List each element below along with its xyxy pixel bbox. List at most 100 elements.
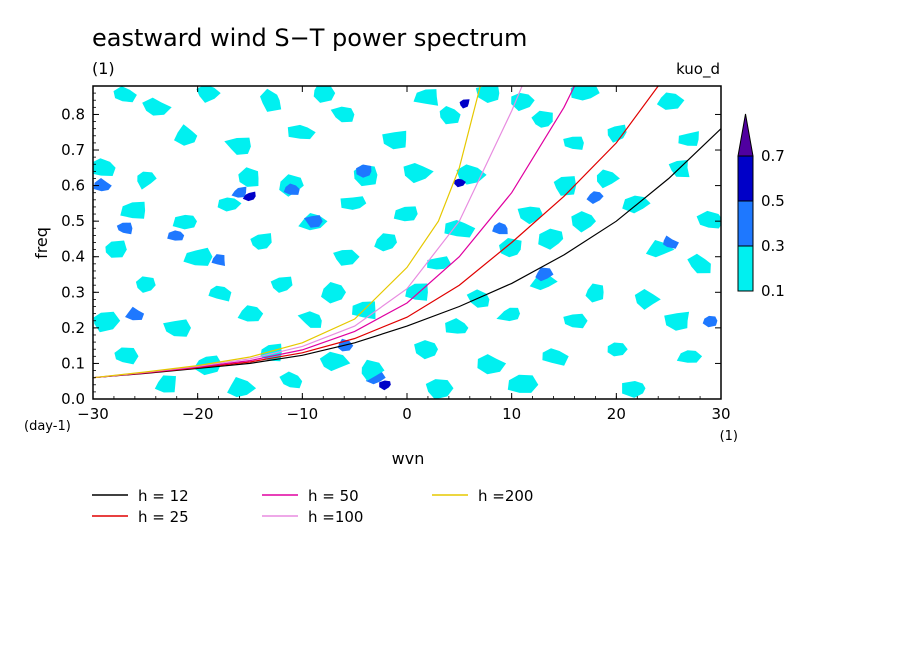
x-tick-label: 30 [711, 405, 730, 423]
y-tick-label: 0.8 [61, 105, 85, 123]
contour-blob [172, 214, 197, 230]
contour-blob [217, 197, 242, 212]
legend: h = 12 h = 25 h = 50 h =100 h =200 [92, 487, 533, 526]
contour-blob [154, 375, 176, 393]
legend-label: h = 12 [138, 487, 189, 505]
contour-blob [622, 381, 646, 398]
colorbar-label: 0.5 [761, 192, 785, 210]
x-tick-label: −20 [182, 405, 214, 423]
contour-blob [607, 124, 627, 143]
contour-blob [174, 124, 198, 146]
contour-blob [676, 350, 703, 363]
contour-blob [405, 283, 428, 301]
y-axis: 0.0 0.1 0.2 0.3 0.4 0.5 0.6 0.7 0.8 [61, 92, 721, 408]
contour-blob [260, 88, 282, 112]
contour-blob [596, 169, 620, 189]
colorbar-extend-arrow [737, 113, 754, 157]
contour-blob [283, 183, 300, 195]
x-tick-label: −30 [77, 405, 109, 423]
contour-blob [477, 354, 507, 375]
contour-blob [279, 371, 303, 389]
contour-blob [321, 282, 346, 304]
contour-blob [135, 276, 156, 293]
colorbar-label: 0.3 [761, 237, 785, 255]
x-axis: −30 −20 −10 0 10 20 30 [77, 86, 731, 423]
contour-blob [414, 340, 438, 360]
contour-blob [113, 86, 137, 103]
contour-blob [459, 99, 470, 109]
contour-blob [105, 240, 127, 258]
contour-blob [413, 89, 439, 106]
colorbar-segment [737, 155, 754, 202]
y-tick-label: 0.4 [61, 248, 85, 266]
contour-blob [531, 110, 553, 128]
contour-blob [702, 315, 718, 328]
legend-label: h = 25 [138, 508, 189, 526]
contour-blob [538, 228, 564, 250]
y-tick-label: 0.5 [61, 212, 85, 230]
contour-blob [333, 249, 360, 266]
series-line-1 [93, 128, 721, 379]
dispersion-curve-layer [93, 86, 721, 379]
y-tick-label: 0.3 [61, 283, 85, 301]
contour-blob [645, 240, 675, 258]
contour-blob [696, 210, 721, 229]
x-axis-unit: (1) [720, 429, 738, 444]
contour-blob [496, 307, 520, 322]
contour-blob [454, 178, 466, 188]
x-tick-label: −10 [287, 405, 319, 423]
contour-blob [116, 222, 133, 235]
contour-blob [656, 92, 685, 110]
contour-blob [142, 97, 172, 116]
x-axis-label: wvn [392, 449, 425, 468]
contour-blob [125, 306, 145, 321]
contour-blob [250, 233, 272, 250]
contour-blob [211, 254, 225, 266]
contour-blob [444, 220, 476, 238]
contour-blob [163, 319, 191, 337]
contour-blob [507, 374, 539, 393]
contour-blob [427, 256, 451, 270]
contour-blob [287, 124, 316, 140]
contour-blob [499, 238, 522, 258]
contour-blob [93, 311, 121, 333]
contour-blob [340, 196, 367, 210]
colorbar-segment [737, 245, 754, 292]
y-tick-label: 0.6 [61, 177, 85, 195]
contour-blob [231, 186, 247, 198]
colorbar-segment [737, 200, 754, 247]
contour-blob [137, 171, 157, 190]
contour-blob [196, 86, 221, 103]
contour-blob [403, 163, 434, 184]
contour-blob [445, 318, 469, 334]
contour-blob [167, 230, 185, 241]
contour-blob [361, 359, 385, 381]
y-tick-label: 0.1 [61, 354, 85, 372]
contour-blob [319, 351, 351, 372]
contour-blob [585, 283, 604, 303]
contour-blob [330, 106, 355, 123]
contour-blob [238, 167, 259, 187]
contour-blob [393, 206, 418, 222]
contour-blob [664, 311, 690, 331]
series-line-2 [93, 86, 659, 379]
x-tick-label: 0 [402, 405, 412, 423]
y-axis-unit: (day-1) [24, 419, 71, 434]
colorbar-label: 0.1 [761, 282, 785, 300]
contour-blob [114, 347, 139, 365]
contour-blob [237, 305, 264, 322]
y-tick-label: 0.2 [61, 319, 85, 337]
y-tick-label: 0.0 [61, 390, 85, 408]
y-tick-label: 0.7 [61, 141, 85, 159]
contour-blob [224, 137, 251, 155]
contour-blob [120, 201, 146, 219]
contour-blob [304, 215, 323, 228]
series-line-5 [93, 86, 481, 379]
contour-blob [553, 176, 577, 196]
contour-blob [571, 211, 596, 233]
contour-blob [678, 131, 699, 146]
contour-blob [208, 285, 232, 302]
contour-blob [93, 158, 116, 176]
contour-blob [270, 276, 293, 293]
